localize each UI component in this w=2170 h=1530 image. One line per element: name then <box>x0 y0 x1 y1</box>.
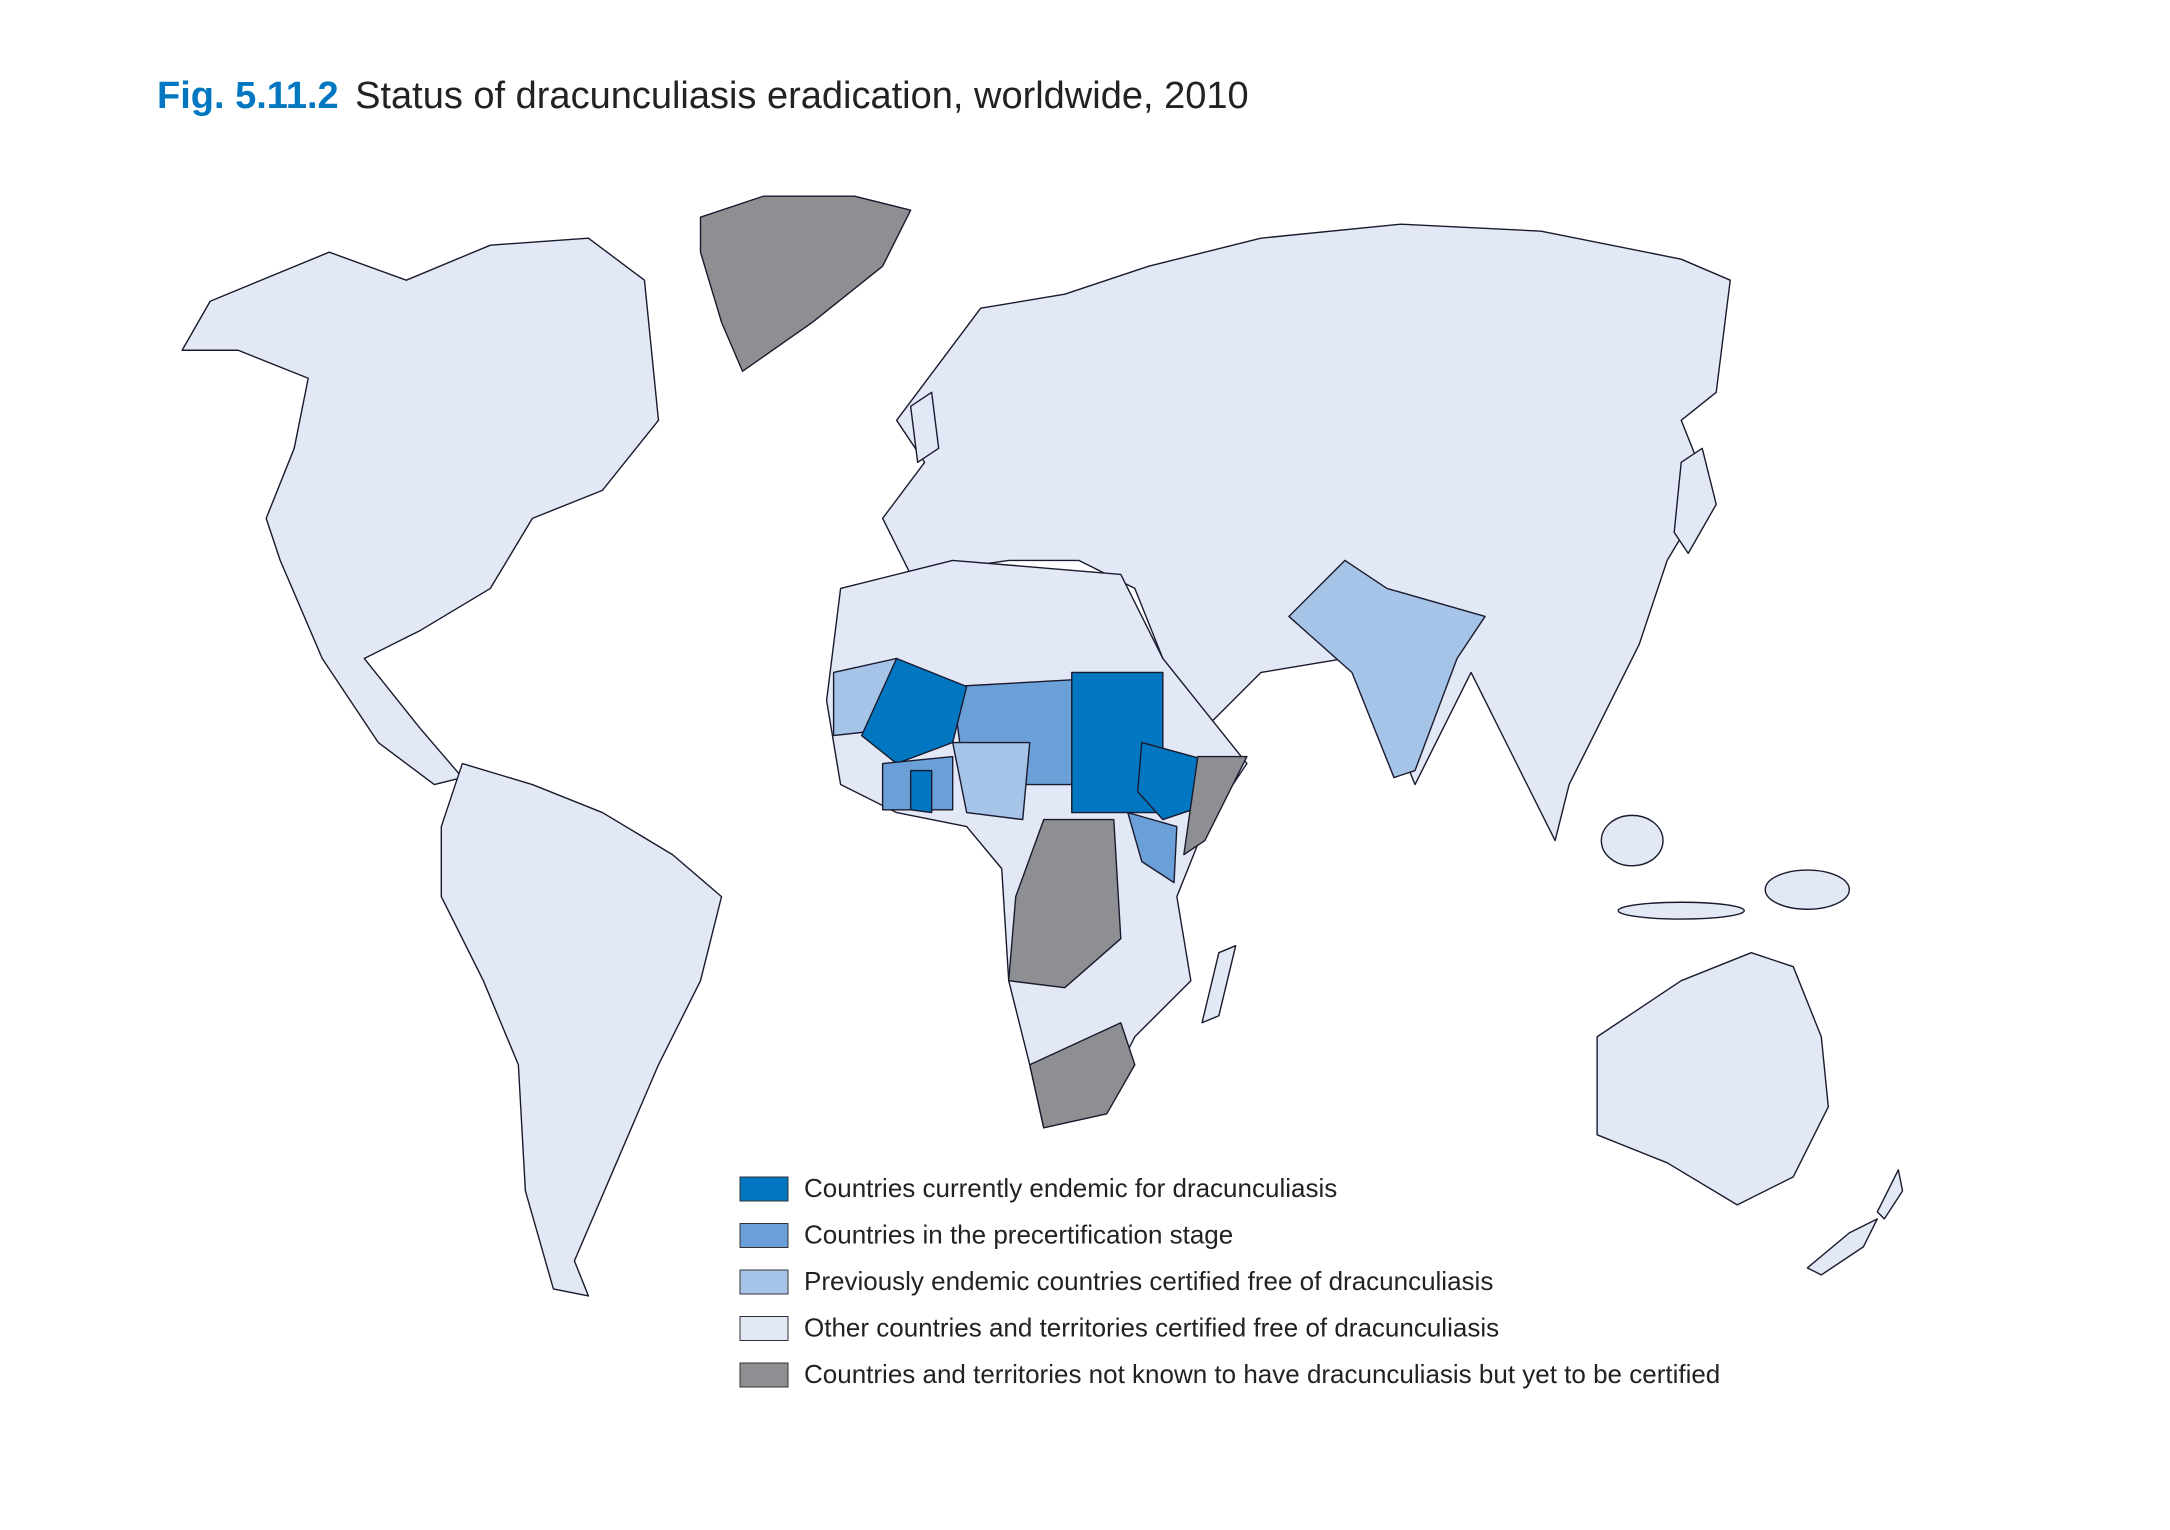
land-shape <box>1876 1169 1904 1220</box>
land-shape <box>1600 814 1664 867</box>
land-shape <box>181 237 660 786</box>
land-shape <box>1127 811 1178 884</box>
land-shape <box>909 391 940 464</box>
figure-label: Fig. 5.11.2 <box>157 75 339 117</box>
land-shape <box>1201 944 1237 1024</box>
legend-swatch <box>739 1316 789 1341</box>
legend-label: Countries in the precertification stage <box>804 1219 1233 1249</box>
land-shape <box>1806 1218 1879 1276</box>
land-shape <box>1673 447 1717 555</box>
land-shape <box>1764 869 1851 910</box>
land-shape <box>909 769 933 814</box>
land-shape <box>440 762 723 1297</box>
figure-title-text: Status of dracunculiasis eradication, wo… <box>355 75 1249 117</box>
legend-swatch <box>739 1269 789 1295</box>
legend-label: Previously endemic countries certified f… <box>804 1266 1493 1296</box>
land-shape <box>699 195 912 372</box>
land-shape <box>1008 818 1122 989</box>
land-shape <box>1617 901 1745 920</box>
land-shape <box>860 657 968 765</box>
legend-label: Other countries and territories certifie… <box>804 1312 1499 1342</box>
legend-swatch <box>739 1362 789 1388</box>
land-shape <box>1288 559 1486 779</box>
land-shape <box>881 223 1731 842</box>
legend-swatch <box>739 1176 789 1202</box>
legend-label: Countries and territories not known to h… <box>804 1359 1720 1389</box>
land-shape <box>1596 951 1830 1206</box>
world-map <box>181 195 1904 1297</box>
legend-label: Countries currently endemic for dracuncu… <box>804 1173 1337 1203</box>
land-shape <box>1183 755 1248 856</box>
land-shape <box>1029 1022 1136 1129</box>
legend-swatch <box>739 1223 789 1248</box>
legend: Countries currently endemic for dracuncu… <box>739 1173 1720 1389</box>
land-shape <box>951 741 1031 821</box>
figure-title: Fig. 5.11.2 Status of dracunculiasis era… <box>157 75 1249 117</box>
